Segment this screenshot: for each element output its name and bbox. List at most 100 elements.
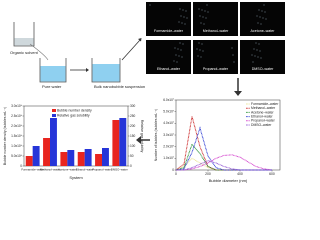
speck — [202, 50, 204, 52]
y-tick-label: 2.5x10⁹ — [11, 114, 23, 118]
photo-label: Acetone–water — [251, 29, 276, 33]
speck — [181, 22, 183, 24]
speck — [183, 16, 185, 18]
speck — [185, 10, 187, 12]
arrow-head — [136, 136, 141, 144]
speck — [200, 22, 202, 24]
beaker — [91, 58, 121, 83]
speck — [186, 17, 188, 19]
bar — [84, 149, 92, 166]
speck — [256, 49, 258, 51]
speck — [257, 56, 259, 58]
liquid — [14, 38, 34, 46]
legend-label: Formamide–water — [251, 102, 279, 106]
speck — [201, 43, 203, 45]
speck — [207, 11, 209, 13]
beaker — [39, 58, 67, 83]
speck — [182, 43, 184, 45]
speck — [201, 9, 203, 11]
y-tick-label: 5.0x10⁷ — [163, 110, 175, 114]
speck — [260, 23, 262, 25]
x-tick-label: 0 — [175, 172, 177, 176]
y-tick-label: 3.0x10⁹ — [11, 104, 23, 108]
speck — [173, 60, 175, 62]
legend-label: Relative gas solubility — [57, 113, 90, 117]
bar — [119, 118, 127, 166]
y-tick-label: 1.0x10⁹ — [11, 144, 23, 148]
photo-label: Ethanol–water — [157, 67, 181, 71]
x-axis-label: Bubble diameter (nm) — [209, 178, 248, 183]
speck — [178, 21, 180, 23]
speck — [251, 54, 253, 56]
legend-label: Bubble number density — [57, 108, 92, 112]
bar — [60, 152, 68, 166]
speck — [177, 48, 179, 50]
x-tick-label: Propanol–water — [92, 168, 112, 172]
speck — [198, 8, 200, 10]
speck — [258, 9, 260, 11]
legend-label: Ethanol–water — [251, 114, 274, 118]
x-axis-label: System — [69, 175, 83, 180]
speck — [199, 15, 201, 17]
pour — [29, 43, 49, 61]
x-tick-label: 600 — [269, 172, 275, 176]
bar — [95, 154, 102, 166]
speck — [179, 8, 181, 10]
speck — [263, 4, 265, 6]
y2-tick-label: 0 — [130, 164, 132, 168]
y2-tick-label: 300 — [130, 104, 136, 108]
speck — [255, 42, 257, 44]
bar — [67, 150, 75, 166]
bar — [50, 118, 57, 166]
legend-label: Propanol–water — [251, 119, 276, 123]
arrow-head — [138, 38, 142, 42]
beaker — [13, 22, 35, 47]
label: Bulk nanobubble suspension — [94, 84, 145, 89]
label: Organic solvent — [10, 50, 39, 55]
speck — [199, 49, 201, 51]
speck — [181, 56, 183, 58]
x-tick-label: 200 — [205, 172, 211, 176]
speck — [232, 54, 234, 56]
y-tick-label: 2.0x10⁹ — [11, 124, 23, 128]
speck — [262, 17, 264, 19]
speck — [198, 42, 200, 44]
speck — [258, 43, 260, 45]
legend-swatch — [52, 109, 56, 112]
y2-tick-label: 50 — [130, 154, 134, 158]
speck — [233, 61, 235, 63]
speck — [203, 23, 205, 25]
y-tick-label: 1.5x10⁹ — [11, 134, 23, 138]
y-tick-label: 3.0x10⁷ — [163, 133, 175, 137]
speck — [259, 16, 261, 18]
x-tick-label: Acetone–water — [58, 168, 77, 172]
speck — [175, 54, 177, 56]
speck — [252, 61, 254, 63]
speck — [184, 23, 186, 25]
x-tick-label: DMSO–water — [111, 168, 128, 172]
y-tick-label: 5.0x10⁸ — [11, 154, 23, 158]
photo — [193, 2, 238, 36]
y-axis-label: Bubble number density (bubbles mL⁻¹) — [3, 107, 7, 165]
photo-label: Formamide–water — [154, 29, 184, 33]
photo-label: Methanol–water — [203, 29, 229, 33]
x-tick-label: Methanol–water — [40, 168, 60, 172]
photo — [146, 40, 191, 74]
photo — [146, 2, 191, 36]
bar — [112, 120, 120, 166]
speck — [197, 55, 199, 57]
speck — [206, 4, 208, 6]
label: Pure water — [42, 84, 62, 89]
liquid — [92, 64, 120, 82]
arrow-head — [234, 91, 242, 96]
speck — [204, 10, 206, 12]
speck — [149, 4, 151, 6]
bar — [25, 156, 33, 166]
speck — [196, 48, 198, 50]
arrow — [121, 39, 141, 61]
liquid — [40, 66, 66, 82]
speck — [259, 50, 261, 52]
speck — [202, 16, 204, 18]
speck — [179, 42, 181, 44]
y-tick-label: 0 — [172, 168, 174, 172]
